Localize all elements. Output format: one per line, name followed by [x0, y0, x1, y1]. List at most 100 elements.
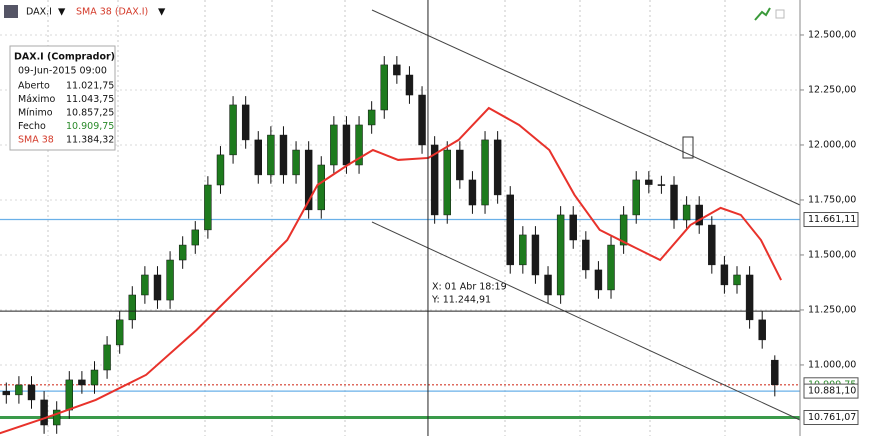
candle-body	[632, 179, 640, 216]
info-value: 11.043,75	[66, 94, 114, 105]
candle-body	[2, 391, 11, 396]
candle-body	[519, 234, 527, 266]
candle-body	[241, 104, 250, 141]
candle-body	[178, 244, 187, 261]
info-box: DAX.I (Comprador) 09-Jun-2015 09:00 Aber…	[9, 45, 116, 151]
candle-body	[695, 204, 703, 226]
candle-body	[531, 234, 540, 276]
candle-body	[670, 184, 678, 221]
y-axis: 12.500,00 12.250,00 12.000,00 11.750,00 11.5…	[800, 29, 859, 426]
candle-body	[418, 94, 426, 146]
header: DAX.I ▼ SMA 38 (DAX.I) ▼	[4, 5, 785, 21]
candle-body	[90, 369, 99, 386]
candle-body	[657, 184, 666, 186]
symbol-icon	[4, 5, 18, 18]
candle-body	[771, 359, 779, 386]
candle-body	[582, 239, 590, 271]
candle-body	[569, 214, 577, 241]
candle-body	[279, 134, 288, 176]
candle-body	[544, 274, 552, 296]
candle-body	[52, 409, 61, 426]
candle-body	[191, 229, 199, 246]
info-value: 10.909,75	[66, 121, 114, 132]
candle-body	[380, 64, 388, 111]
candle-body	[229, 104, 237, 156]
candle-body	[141, 274, 149, 296]
candle-body	[355, 124, 363, 166]
candle-body	[317, 164, 325, 211]
channel-bottom	[371, 221, 801, 421]
dropdown[interactable]: ▼	[58, 7, 66, 18]
candle-body	[443, 149, 451, 216]
info-label: Fecho	[18, 121, 46, 132]
candle-body	[153, 274, 162, 301]
indicator[interactable]: SMA 38 (DAX.I)	[76, 7, 148, 18]
candle-body	[254, 139, 262, 176]
candle-body	[594, 269, 603, 291]
level-label: 10.881,10	[808, 386, 856, 397]
candle-body	[430, 144, 439, 216]
candle-body	[216, 154, 225, 186]
candle-body	[745, 274, 754, 321]
candle-body	[733, 274, 741, 286]
candle-body	[342, 124, 351, 166]
info-label: Aberto	[18, 81, 50, 92]
level-label: 11.661,11	[808, 214, 856, 225]
info-label: SMA 38	[18, 135, 54, 146]
y-tick-label: 11.750,00	[808, 194, 856, 205]
candle-body	[556, 214, 565, 296]
y-tick-label: 11.250,00	[808, 304, 856, 315]
window-icon[interactable]	[775, 9, 785, 19]
info-value: 11.021,75	[66, 81, 114, 92]
candle-body	[645, 179, 653, 185]
grid	[0, 34, 800, 366]
info-value: 10.857,25	[66, 108, 114, 119]
level-box	[803, 212, 859, 228]
candle-body	[65, 379, 74, 411]
candle-body	[393, 64, 401, 76]
candle-body	[15, 384, 23, 396]
candle-body	[481, 139, 489, 206]
candle-body	[493, 139, 502, 196]
candle-body	[758, 319, 766, 341]
candle-body	[468, 179, 477, 206]
candle-body	[27, 384, 36, 401]
candle-body	[367, 109, 376, 126]
candle-body	[708, 224, 716, 266]
y-tick-label: 11.000,00	[808, 359, 856, 370]
candle-body	[456, 149, 464, 181]
crosshair: X: 01 Abr 18:19 Y: 11.244,91	[0, 0, 800, 436]
candle-body	[607, 244, 615, 291]
plot	[0, 56, 782, 435]
candle-body	[292, 149, 300, 176]
levels	[0, 218, 800, 420]
candle-body	[304, 149, 313, 211]
candle-body	[103, 344, 111, 371]
candle-body	[78, 379, 86, 386]
candle-body	[405, 74, 414, 96]
candle-body	[115, 319, 124, 346]
channel-top	[371, 9, 801, 206]
info-date: 09-Jun-2015 09:00	[18, 66, 107, 77]
annotation-box	[682, 136, 694, 159]
level-box	[803, 410, 859, 426]
sma-line	[0, 106, 782, 435]
y-tick-label: 11.500,00	[808, 249, 856, 260]
crosshair-x-label: X: 01 Abr 18:19	[432, 282, 507, 293]
info-title: DAX.I (Comprador)	[14, 52, 115, 63]
candle-body	[506, 194, 514, 266]
level-box	[803, 383, 859, 399]
level-label: 10.761,07	[808, 412, 856, 423]
y-tick-label: 12.250,00	[808, 84, 856, 95]
candle-body	[128, 294, 136, 321]
trend-icon[interactable]	[754, 7, 771, 21]
info-value: 11.384,32	[66, 135, 114, 146]
dropdown[interactable]: ▼	[158, 7, 166, 18]
symbol[interactable]: DAX.I	[26, 7, 52, 18]
candle-body	[204, 184, 212, 231]
candle-body	[619, 214, 628, 246]
candle-body	[267, 134, 275, 176]
crosshair-y-label: Y: 11.244,91	[431, 295, 491, 306]
